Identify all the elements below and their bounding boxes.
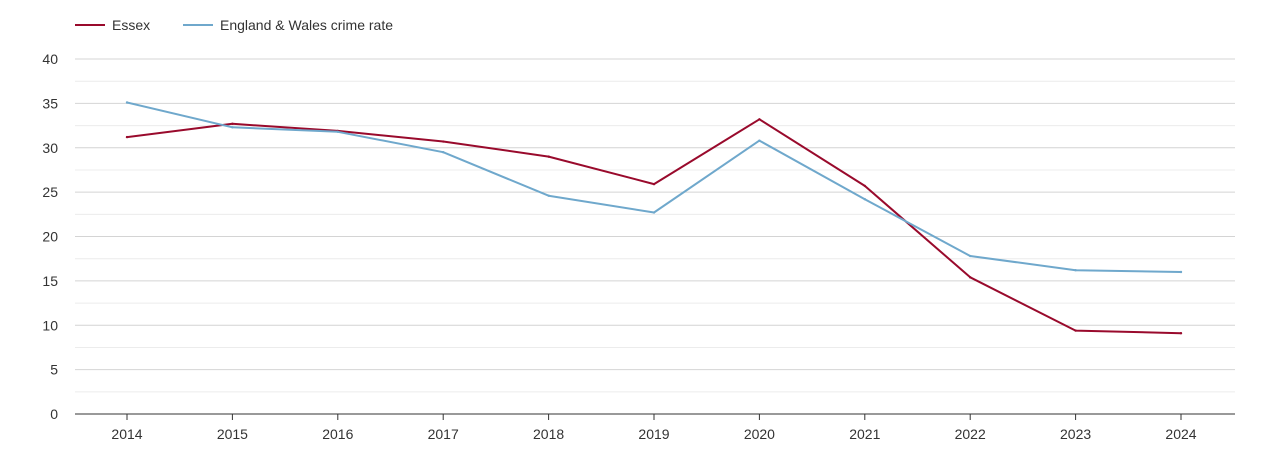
legend-label: Essex: [112, 17, 150, 33]
data-point: [547, 194, 550, 197]
data-point: [1074, 329, 1077, 332]
y-tick-label: 30: [42, 140, 58, 156]
data-point: [336, 130, 339, 133]
y-tick-label: 25: [42, 184, 58, 200]
legend: Essex England & Wales crime rate: [75, 17, 393, 33]
data-point: [547, 155, 550, 158]
x-axis: 2014 2015 2016 2017 2018 2019 2020 2021 2022 2023…: [75, 413, 1235, 442]
data-point: [231, 126, 234, 129]
y-axis: 0 5 10 15 20 25 30 35 40: [42, 51, 58, 422]
data-point: [758, 118, 761, 121]
x-tick-label: 2022: [955, 426, 986, 442]
data-point: [863, 198, 866, 201]
x-tick-label: 2016: [322, 426, 353, 442]
x-tick-label: 2020: [744, 426, 775, 442]
x-tick-label: 2014: [111, 426, 142, 442]
data-point: [442, 140, 445, 143]
data-point: [125, 135, 129, 139]
x-tick-label: 2018: [533, 426, 564, 442]
data-point: [652, 211, 656, 214]
x-tick-label: 2017: [428, 426, 459, 442]
x-tick-label: 2019: [638, 426, 669, 442]
data-point: [231, 122, 234, 125]
y-tick-label: 0: [50, 406, 58, 422]
data-point: [863, 184, 866, 188]
data-point: [969, 254, 972, 258]
data-point: [1179, 332, 1183, 335]
x-tick-label: 2021: [849, 426, 880, 442]
data-point: [758, 139, 761, 142]
data-point: [1179, 270, 1183, 274]
grid-lines: [75, 58, 1235, 393]
y-tick-label: 20: [42, 229, 58, 245]
x-tick-label: 2015: [217, 426, 248, 442]
y-tick-label: 35: [42, 95, 58, 111]
series-line-essex: [126, 118, 1182, 335]
legend-item-essex[interactable]: Essex: [75, 17, 150, 33]
y-tick-label: 5: [50, 362, 58, 378]
series-layer: [125, 101, 1183, 335]
legend-item-england-wales[interactable]: England & Wales crime rate: [183, 17, 393, 33]
data-point: [652, 182, 656, 186]
y-tick-label: 40: [42, 51, 58, 67]
data-point: [442, 150, 445, 154]
y-tick-label: 10: [42, 317, 58, 333]
data-point: [125, 101, 129, 104]
x-tick-label: 2023: [1060, 426, 1091, 442]
x-tick-label: 2024: [1165, 426, 1196, 442]
data-point: [969, 276, 972, 279]
data-point: [1074, 269, 1077, 272]
y-tick-label: 15: [42, 273, 58, 289]
legend-label: England & Wales crime rate: [220, 17, 393, 33]
